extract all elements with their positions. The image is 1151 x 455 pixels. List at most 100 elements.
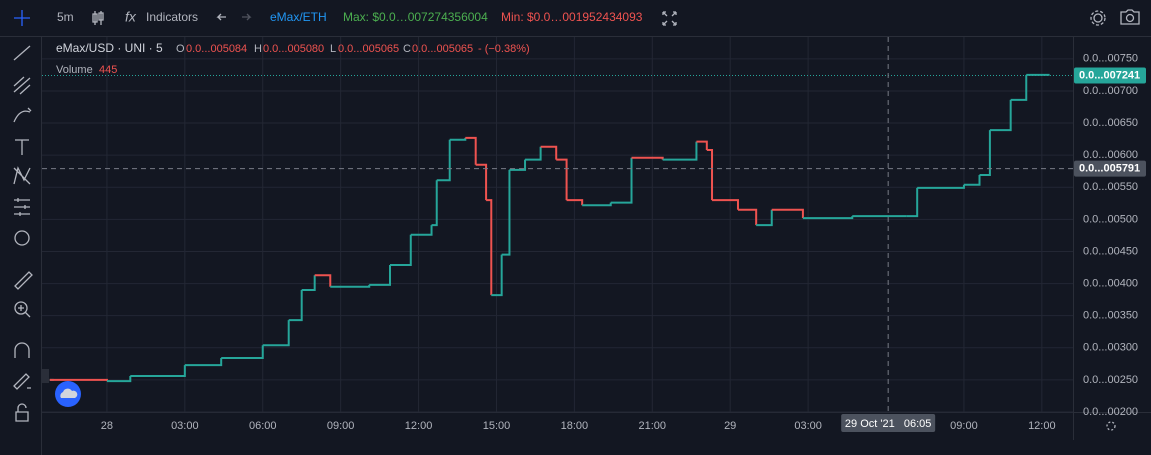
price-step [314, 274, 332, 287]
camera-icon[interactable] [1120, 9, 1140, 25]
price-step [906, 187, 919, 218]
settings-icon[interactable] [1093, 13, 1103, 23]
x-tick-label: 29 [724, 420, 736, 432]
y-tick-label: 0.0...00250 [1083, 374, 1138, 386]
collapse-button[interactable] [41, 369, 49, 383]
lock-tool[interactable] [15, 403, 29, 422]
x-tick-label: 12:00 [1028, 420, 1056, 432]
measure-tool[interactable] [14, 271, 33, 290]
price-step [301, 275, 316, 291]
crosshair-price-box [1074, 160, 1146, 177]
indicators-button[interactable]: Indicators [146, 10, 198, 24]
x-tick-label: 09:00 [950, 420, 978, 432]
crosshair-price-label: 0.0...005791 [1079, 162, 1140, 174]
open-key: O [176, 43, 185, 55]
price-step [475, 163, 488, 201]
redo-icon[interactable] [242, 13, 252, 21]
x-tick-label: 06:00 [249, 420, 277, 432]
y-tick-label: 0.0...00650 [1083, 117, 1138, 129]
price-step [979, 130, 991, 177]
lock-drawing-tool[interactable] [13, 373, 31, 390]
high-value: 0.0...005080 [263, 43, 324, 55]
price-step [963, 175, 981, 186]
top-toolbar: 5m fx Indicators eMax/ETH Max: $0.0…0072… [14, 9, 1140, 26]
volume-key: Volume [56, 64, 93, 76]
x-tick-label: 21:00 [639, 420, 667, 432]
prediction-tool[interactable] [14, 198, 30, 216]
x-tick-label: 09:00 [327, 420, 355, 432]
price-step [491, 254, 503, 297]
price-step [410, 225, 433, 236]
price-step [582, 202, 612, 207]
price-step [389, 234, 412, 266]
price-step [662, 141, 698, 161]
price-step [1010, 74, 1028, 101]
price-step [706, 149, 714, 201]
y-tick-label: 0.0...00750 [1083, 53, 1138, 65]
price-step [130, 365, 186, 378]
min-label: Min: $0.0…001952434093 [501, 10, 643, 24]
left-toolbar [13, 45, 1116, 431]
price-step [989, 99, 1012, 132]
low-key: L [330, 43, 336, 55]
high-key: H [254, 43, 262, 55]
price-step [771, 208, 804, 219]
low-value: 0.0...005065 [338, 43, 399, 55]
legend: eMax/USD · UNI · 5 O 0.0...005084 H 0.0.… [56, 41, 530, 76]
price-step [756, 209, 773, 227]
price-step [917, 184, 965, 189]
interval-button[interactable]: 5m [57, 10, 74, 24]
price-step [556, 158, 568, 201]
price-step [184, 358, 223, 367]
last-price-label: 0.0...007241 [1079, 69, 1140, 81]
indicators-icon[interactable]: fx [125, 9, 137, 25]
fib-tool[interactable] [13, 76, 31, 95]
price-step [525, 146, 542, 161]
price-step [501, 169, 511, 256]
y-tick-label: 0.0...00700 [1083, 85, 1138, 97]
price-step [449, 137, 467, 141]
chart-type-icon[interactable] [92, 11, 104, 25]
x-tick-label: 03:00 [171, 420, 199, 432]
symbol-label: eMax/USD · UNI · 5 [56, 41, 163, 55]
y-tick-label: 0.0...00200 [1083, 406, 1138, 418]
price-step [106, 376, 132, 383]
zoom-tool[interactable] [14, 301, 28, 315]
price-step [369, 264, 391, 286]
text-tool[interactable] [15, 139, 29, 155]
close-key: C [403, 43, 411, 55]
crosshair-icon[interactable] [14, 10, 30, 26]
trend-line-tool[interactable] [13, 45, 31, 61]
price-step [540, 145, 558, 160]
magnet-tool[interactable] [14, 342, 30, 358]
pattern-tool[interactable] [13, 166, 31, 185]
x-tick-label: 15:00 [483, 420, 511, 432]
price-step [610, 157, 633, 204]
x-tick-label: 18:00 [561, 420, 589, 432]
emoji-tool[interactable] [14, 230, 30, 246]
crosshair-time-label: 29 Oct '21 06:05 [845, 418, 932, 430]
x-tick-label: 03:00 [794, 420, 822, 432]
crosshair-time-box [841, 414, 936, 432]
open-value: 0.0...005084 [186, 43, 247, 55]
price-step [737, 208, 758, 226]
price-step [486, 199, 493, 296]
y-tick-label: 0.0...00550 [1083, 181, 1138, 193]
x-tick-label: 28 [101, 420, 113, 432]
undo-icon[interactable] [216, 13, 226, 21]
pair-label: eMax/ETH [270, 10, 327, 24]
y-tick-label: 0.0...00600 [1083, 149, 1138, 161]
x-tick-label: 12:00 [405, 420, 433, 432]
max-label: Max: $0.0…007274356004 [343, 10, 488, 24]
price-step [288, 289, 303, 322]
change-value: - (−0.38%) [478, 43, 530, 55]
brush-tool[interactable] [13, 107, 32, 123]
price-step [696, 140, 708, 151]
y-tick-label: 0.0...00400 [1083, 277, 1138, 289]
y-tick-label: 0.0...00500 [1083, 213, 1138, 225]
axis-settings-icon[interactable] [1106, 421, 1116, 431]
fullscreen-icon[interactable] [662, 11, 677, 26]
price-step [465, 136, 477, 165]
